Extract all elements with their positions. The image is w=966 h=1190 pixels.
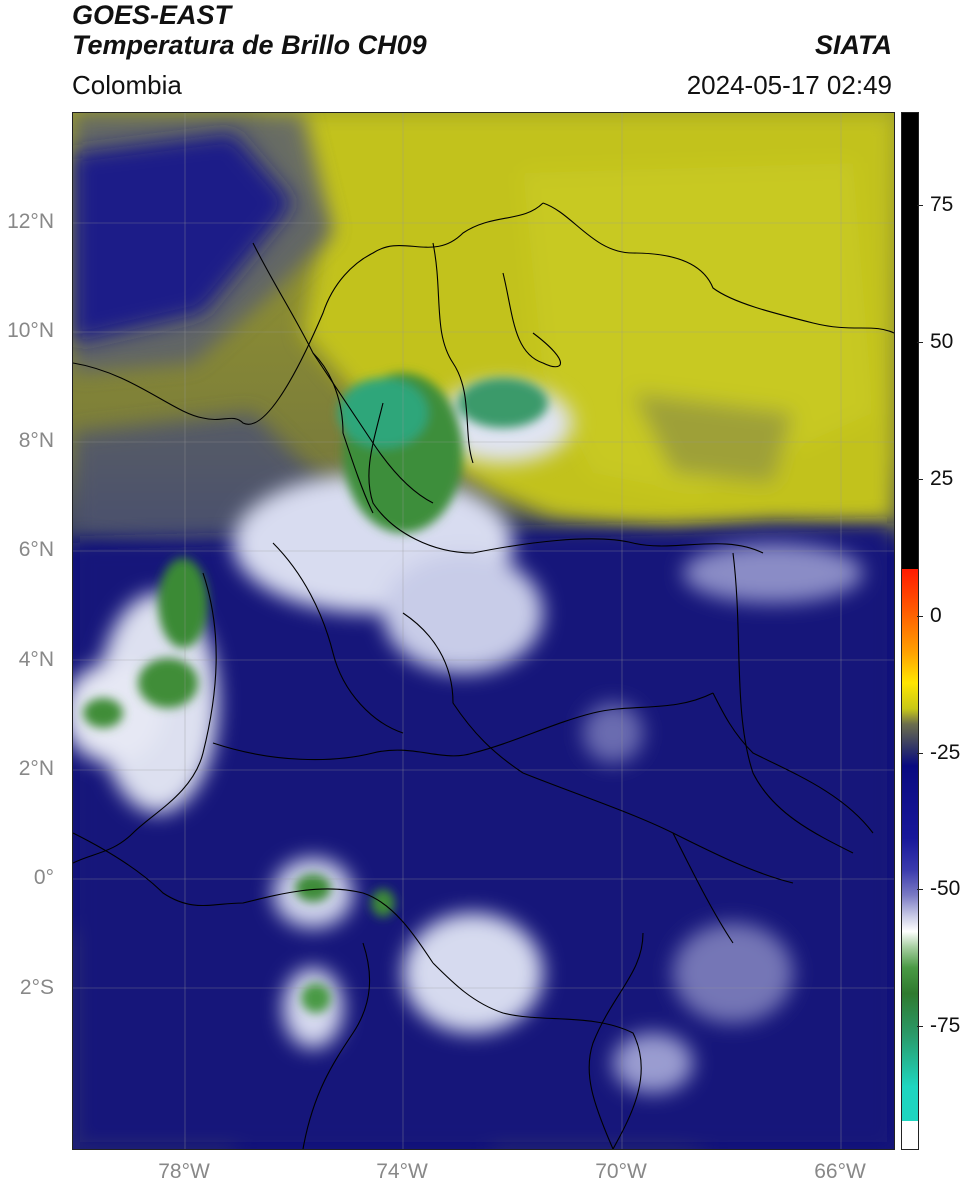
lon-label-74w: 74°W [376,1160,428,1183]
colorbar-tick-25 [917,479,923,480]
datetime-label: 2024-05-17 02:49 [686,70,892,100]
organization-label: SIATA [815,30,892,60]
lat-label-10n: 10°N [7,319,54,342]
lat-label-0: 0° [33,866,54,889]
graticule [73,113,894,1149]
colorbar-tick-50 [917,342,923,343]
colorbar-label-0: 0 [930,604,942,627]
colorbar-label-75: 75 [930,193,954,216]
satellite-title: GOES-EAST [72,0,232,30]
colorbar-tick-neg25 [917,753,923,754]
borders [73,202,894,1149]
colorbar-label-neg25: -25 [930,741,961,764]
lat-label-12n: 12°N [7,210,54,233]
lat-label-6n: 6°N [18,538,54,561]
lon-label-70w: 70°W [595,1160,647,1183]
colorbar [901,112,919,1150]
colorbar-label-neg75: -75 [930,1014,961,1037]
colorbar-label-neg50: -50 [930,877,961,900]
lon-label-66w: 66°W [814,1160,866,1183]
product-title: Temperatura de Brillo CH09 [72,30,427,60]
colorbar-label-50: 50 [930,330,954,353]
lat-label-4n: 4°N [18,648,54,671]
lat-label-8n: 8°N [18,429,54,452]
lon-label-78w: 78°W [158,1160,210,1183]
colorbar-label-25: 25 [930,467,954,490]
satellite-map[interactable] [72,112,895,1150]
lat-label-2n: 2°N [18,757,54,780]
colorbar-tick-neg50 [917,889,923,890]
colorbar-tick-0 [917,616,923,617]
colorbar-tick-neg75 [917,1026,923,1027]
region-label: Colombia [72,70,182,100]
colorbar-tick-75 [917,205,923,206]
lat-label-2s: 2°S [19,976,54,999]
